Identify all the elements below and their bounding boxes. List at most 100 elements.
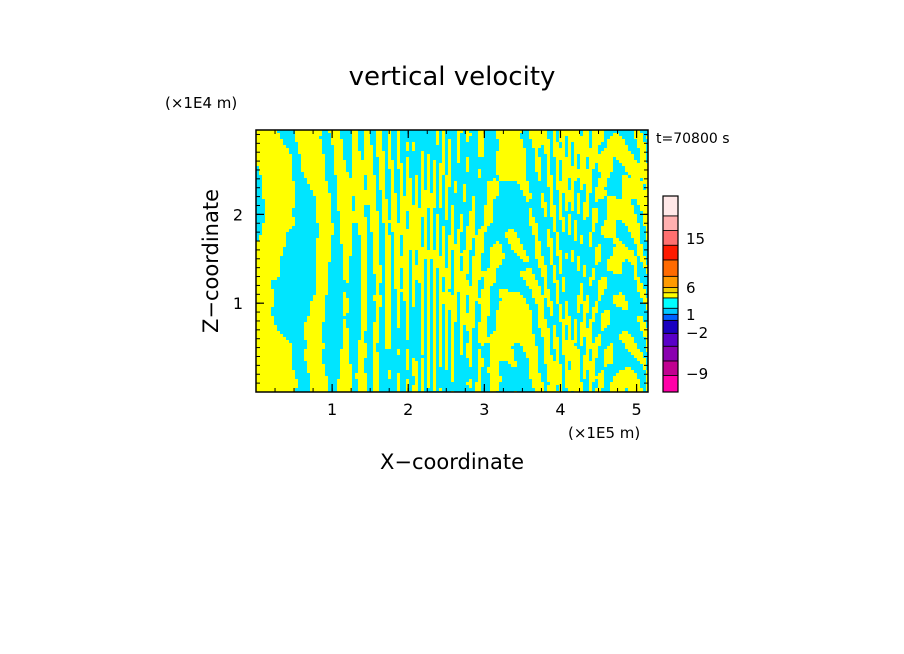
- field-cell: [514, 238, 517, 241]
- field-cell: [421, 250, 424, 253]
- field-cell: [271, 250, 274, 253]
- field-cell: [595, 250, 598, 253]
- field-cell: [379, 139, 382, 142]
- field-cell: [268, 334, 271, 337]
- field-cell: [400, 232, 403, 235]
- field-cell: [340, 157, 343, 160]
- field-cell: [313, 172, 316, 175]
- field-cell: [469, 235, 472, 238]
- field-cell: [313, 337, 316, 340]
- field-cell: [577, 142, 580, 145]
- field-cell: [541, 196, 544, 199]
- field-cell: [268, 295, 271, 298]
- field-cell: [373, 223, 376, 226]
- field-cell: [283, 349, 286, 352]
- field-cell: [298, 130, 301, 133]
- field-cell: [499, 337, 502, 340]
- field-cell: [520, 271, 523, 274]
- field-cell: [472, 271, 475, 274]
- field-cell: [574, 229, 577, 232]
- field-cell: [388, 343, 391, 346]
- field-cell: [520, 334, 523, 337]
- field-cell: [439, 187, 442, 190]
- field-cell: [484, 313, 487, 316]
- field-cell: [361, 232, 364, 235]
- field-cell: [547, 163, 550, 166]
- field-cell: [451, 238, 454, 241]
- field-cell: [322, 187, 325, 190]
- field-cell: [262, 196, 265, 199]
- field-cell: [514, 340, 517, 343]
- field-cell: [601, 313, 604, 316]
- field-cell: [322, 190, 325, 193]
- field-cell: [451, 244, 454, 247]
- field-cell: [466, 166, 469, 169]
- field-cell: [592, 352, 595, 355]
- field-cell: [343, 298, 346, 301]
- field-cell: [259, 355, 262, 358]
- field-cell: [427, 154, 430, 157]
- field-cell: [640, 322, 643, 325]
- field-cell: [322, 199, 325, 202]
- field-cell: [625, 187, 628, 190]
- field-cell: [586, 340, 589, 343]
- field-cell: [385, 325, 388, 328]
- field-cell: [337, 133, 340, 136]
- field-cell: [346, 352, 349, 355]
- field-cell: [388, 322, 391, 325]
- field-cell: [433, 328, 436, 331]
- field-cell: [427, 283, 430, 286]
- field-cell: [304, 172, 307, 175]
- field-cell: [313, 349, 316, 352]
- field-cell: [349, 235, 352, 238]
- field-cell: [409, 196, 412, 199]
- field-cell: [361, 160, 364, 163]
- field-cell: [574, 238, 577, 241]
- field-cell: [406, 232, 409, 235]
- field-cell: [538, 310, 541, 313]
- field-cell: [379, 154, 382, 157]
- field-cell: [532, 220, 535, 223]
- field-cell: [556, 163, 559, 166]
- field-cell: [586, 295, 589, 298]
- field-cell: [274, 154, 277, 157]
- field-cell: [280, 343, 283, 346]
- field-cell: [364, 241, 367, 244]
- field-cell: [313, 340, 316, 343]
- field-cell: [577, 265, 580, 268]
- field-cell: [481, 319, 484, 322]
- field-cell: [364, 313, 367, 316]
- field-cell: [445, 175, 448, 178]
- field-cell: [406, 256, 409, 259]
- field-cell: [379, 157, 382, 160]
- field-cell: [613, 235, 616, 238]
- field-cell: [451, 328, 454, 331]
- field-cell: [376, 136, 379, 139]
- field-cell: [442, 172, 445, 175]
- field-cell: [637, 190, 640, 193]
- field-cell: [538, 247, 541, 250]
- field-cell: [349, 217, 352, 220]
- field-cell: [541, 304, 544, 307]
- field-cell: [631, 220, 634, 223]
- field-cell: [568, 325, 571, 328]
- field-cell: [325, 241, 328, 244]
- field-cell: [481, 142, 484, 145]
- field-cell: [313, 181, 316, 184]
- field-cell: [421, 283, 424, 286]
- field-cell: [466, 136, 469, 139]
- field-cell: [523, 253, 526, 256]
- field-cell: [337, 175, 340, 178]
- field-cell: [373, 229, 376, 232]
- field-cell: [478, 250, 481, 253]
- field-cell: [490, 271, 493, 274]
- field-cell: [634, 226, 637, 229]
- field-cell: [427, 184, 430, 187]
- field-cell: [595, 157, 598, 160]
- field-cell: [502, 349, 505, 352]
- field-cell: [571, 166, 574, 169]
- field-cell: [580, 163, 583, 166]
- field-cell: [265, 337, 268, 340]
- field-cell: [307, 181, 310, 184]
- field-cell: [280, 163, 283, 166]
